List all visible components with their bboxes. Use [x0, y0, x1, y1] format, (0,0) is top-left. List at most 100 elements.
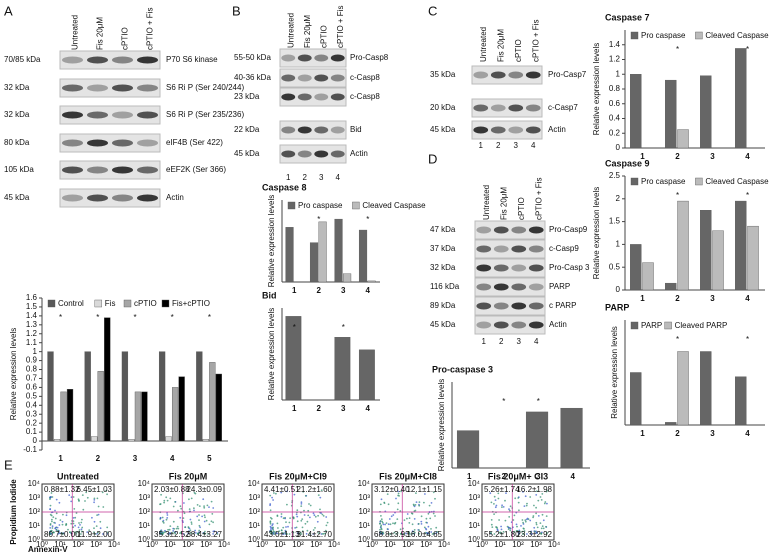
bar: [642, 262, 654, 291]
lane-label: 1: [286, 173, 291, 182]
cell-dot: [70, 522, 73, 525]
annotation: *: [133, 313, 136, 322]
legend-swatch: [161, 299, 170, 308]
cell-dot: [493, 533, 496, 535]
cell-dot: [380, 515, 382, 517]
cell-dot: [206, 504, 209, 507]
cell-dot: [516, 525, 518, 528]
cell-dot: [162, 520, 164, 523]
quadrant-value: 11.9±2.00: [77, 530, 112, 539]
cell-dot: [399, 528, 402, 531]
cell-dot: [216, 533, 219, 535]
bar: [665, 282, 677, 291]
y-tick-label: 1.3: [26, 320, 38, 329]
y-tick-label: 10²: [28, 507, 40, 516]
blot-band: [137, 139, 158, 147]
y-axis-label: Relative expression levels: [437, 379, 446, 472]
bar: [343, 273, 352, 283]
cell-dot: [304, 495, 307, 497]
kda-label: 70/85 kDa: [4, 55, 41, 64]
cell-dot: [390, 515, 393, 518]
cell-dot: [270, 532, 273, 535]
cell-dot: [294, 527, 296, 529]
cell-dot: [380, 532, 382, 534]
x-tick-label: 1: [292, 404, 297, 413]
cell-dot: [494, 506, 497, 509]
cell-dot: [497, 492, 500, 495]
bar: [209, 362, 216, 442]
blot-band: [297, 126, 312, 134]
cell-dot: [106, 493, 108, 496]
cell-dot: [56, 526, 59, 529]
cell-dot: [61, 520, 64, 523]
cell-dot: [529, 519, 532, 522]
cell-dot: [418, 532, 421, 535]
cell-dot: [286, 533, 288, 535]
y-tick-label: 0.2: [609, 128, 621, 137]
cell-dot: [289, 517, 291, 519]
blot-band: [493, 226, 509, 234]
y-tick-label: 0.5: [26, 391, 38, 400]
cell-dot: [275, 492, 277, 495]
legend-swatch: [94, 299, 103, 308]
cell-dot: [73, 508, 76, 510]
blot-band: [528, 321, 544, 329]
y-tick-label: 10³: [468, 493, 480, 502]
x-tick-label: 3: [710, 294, 715, 303]
cell-dot: [272, 530, 275, 533]
legend-label: Pro caspase: [641, 31, 686, 40]
chart-title: PARP: [605, 302, 629, 312]
cell-dot: [184, 526, 187, 529]
y-tick-label: 0.4: [26, 400, 38, 409]
cell-dot: [89, 490, 91, 492]
cell-dot: [493, 503, 495, 505]
x-tick-label: 2: [502, 472, 507, 481]
bar: [121, 351, 129, 442]
protein-label: Pro-Casp8: [350, 53, 389, 62]
lane-label: 1: [479, 141, 484, 150]
y-tick-label: 0.8: [609, 84, 621, 93]
cell-dot: [522, 527, 525, 530]
y-tick-label: 1.5: [26, 302, 38, 311]
cell-dot: [57, 529, 60, 532]
cell-dot: [513, 530, 516, 533]
cell-dot: [497, 497, 500, 500]
bar: [630, 74, 642, 149]
legend-swatch: [695, 31, 703, 40]
kda-label: 22 kDa: [234, 125, 260, 134]
cell-dot: [489, 492, 492, 495]
y-tick-label: 10¹: [358, 521, 370, 530]
cell-dot: [304, 522, 307, 525]
cell-dot: [403, 519, 406, 521]
kda-label: 55-50 kDa: [234, 53, 271, 62]
cell-dot: [300, 503, 303, 505]
cell-dot: [57, 532, 60, 535]
legend-swatch: [352, 201, 360, 210]
cell-dot: [381, 531, 384, 534]
cell-dot: [166, 517, 169, 519]
cell-dot: [321, 513, 324, 516]
cell-dot: [494, 499, 497, 501]
lane-label: 2: [499, 337, 504, 346]
blot-band: [281, 150, 296, 158]
blot-band: [490, 126, 506, 134]
kda-label: 23 kDa: [234, 92, 260, 101]
cell-dot: [536, 526, 539, 529]
cell-dot: [81, 526, 84, 529]
bar: [700, 209, 712, 291]
cell-dot: [430, 531, 433, 533]
cell-dot: [91, 516, 93, 519]
bar: [134, 391, 142, 442]
condition-label: Untreated: [479, 27, 488, 62]
cell-dot: [212, 533, 215, 535]
quadrant-value: 43.0±1.13: [264, 530, 300, 539]
protein-label: Actin: [350, 149, 368, 158]
blot-band: [476, 226, 492, 234]
blot-band: [473, 104, 489, 112]
y-tick-label: 0.1: [26, 427, 38, 436]
cell-dot: [317, 532, 320, 534]
cell-dot: [189, 518, 192, 521]
cell-dot: [521, 530, 524, 533]
annotation: *: [59, 313, 62, 322]
cell-dot: [389, 523, 392, 526]
